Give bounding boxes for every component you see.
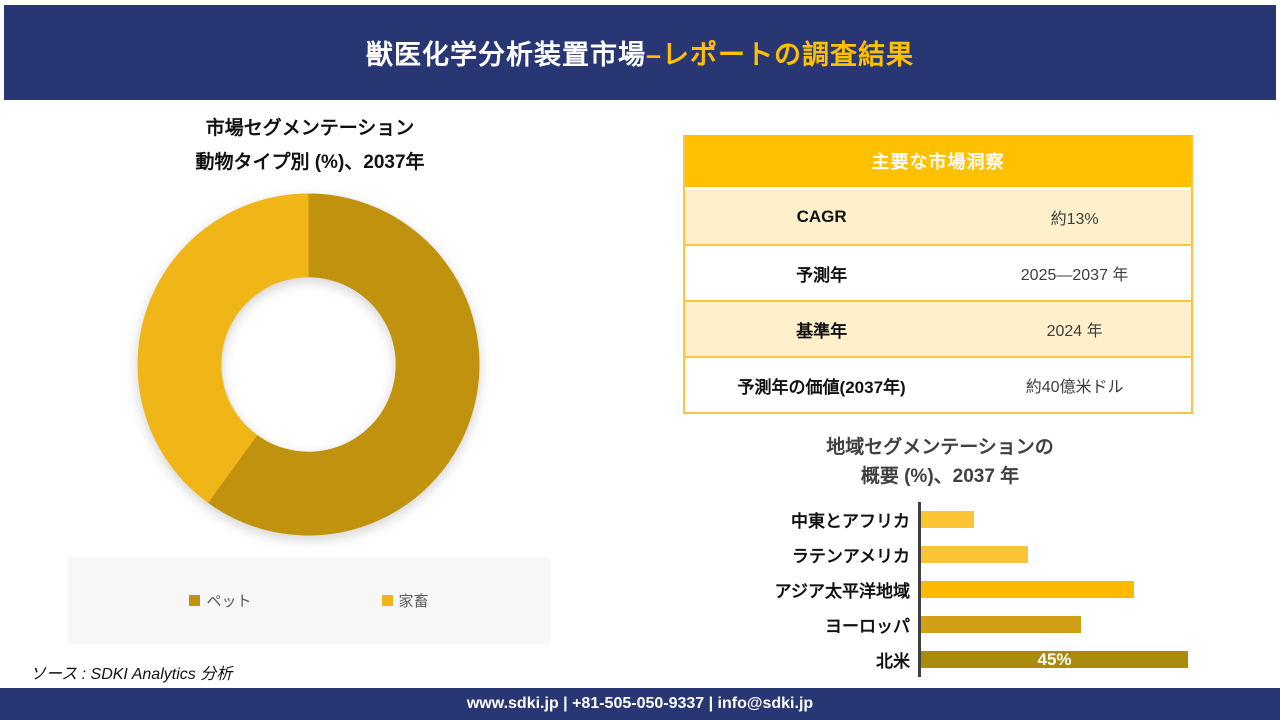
donut-legend: ペット 家畜 [68,557,550,644]
bar-row-中東とアフリカ: 中東とアフリカ [690,502,1250,537]
page-title-accent: –レポートの調査結果 [645,40,915,70]
bar-track [918,607,1250,642]
table-row-value: 2025—2037 年 [1020,267,1129,284]
header-banner: 獣医化学分析装置市場–レポートの調査結果 [4,5,1276,100]
bar-ヨーロッパ [921,616,1081,633]
bar-category-label: アジア太平洋地域 [774,582,910,601]
footer-contact-text: www.sdki.jp | +81-505-050-9337 | info@sd… [466,695,814,712]
legend-label: 家畜 [398,593,429,610]
table-row-value: 約40億米ドル [1025,379,1124,396]
bar-track [918,537,1250,572]
bar-row-ヨーロッパ: ヨーロッパ [690,607,1250,642]
bar-row-アジア太平洋地域: アジア太平洋地域 [690,572,1250,607]
bar-中東とアフリカ [921,511,974,528]
bar-category-label: ヨーロッパ [825,617,910,636]
table-row: 予測年 2025—2037 年 [685,244,1191,300]
bar-row-北米: 北米 45% [690,642,1250,677]
table-row-label: 予測年 [796,265,848,285]
bar-track [918,572,1250,607]
legend-item-ペット: ペット [189,590,252,611]
table-row-label: CAGR [796,207,847,226]
table-row-value: 2024 年 [1046,323,1103,340]
insights-table: 主要な市場洞察 CAGR 約13% 予測年 2025—2037 年基準年 2024 年予… [683,135,1193,414]
donut-chart-title-line1: 市場セグメンテーション [205,118,415,139]
donut-chart-title-line2: 動物タイプ別 (%)、2037年 [195,152,425,173]
bar-track [918,502,1250,537]
insights-table-header: 主要な市場洞察 [685,135,1191,187]
bar-北米: 45% [921,649,1188,669]
table-row: 予測年の価値(2037年) 約40億米ドル [685,356,1191,412]
donut-chart-title: 市場セグメンテーション 動物タイプ別 (%)、2037年 [110,112,510,180]
table-row: 基準年 2024 年 [685,300,1191,356]
bar-chart-title-line2: 概要 (%)、2037 年 [860,466,1020,487]
table-row: CAGR 約13% [685,187,1191,244]
legend-swatch-icon [381,595,393,606]
donut-slice-家畜 [137,193,309,503]
bar-data-label: 45% [1037,649,1072,669]
bar-row-ラテンアメリカ: ラテンアメリカ [690,537,1250,572]
bar-chart: 中東とアフリカ ラテンアメリカアジア太平洋地域ヨーロッパ北米 45% [690,502,1250,677]
bar-category-label: ラテンアメリカ [791,547,910,566]
insights-table-body: CAGR 約13% 予測年 2025—2037 年基準年 2024 年予測年の価値(20… [685,187,1191,412]
bar-アジア太平洋地域 [921,581,1134,598]
bar-category-label: 北米 [876,652,910,671]
table-row-value: 約13% [1050,211,1099,228]
legend-item-家畜: 家畜 [381,590,429,611]
donut-slice-ペット [207,193,480,536]
table-row-label: 予測年の価値(2037年) [737,377,906,397]
bar-chart-title-line1: 地域セグメンテーションの [826,437,1054,458]
source-note: ソース : SDKI Analytics 分析 [30,666,233,683]
page-title: 獣医化学分析装置市場–レポートの調査結果 [366,33,914,72]
bar-category-label: 中東とアフリカ [791,512,910,531]
page-title-main: 獣医化学分析装置市場 [365,40,646,70]
bar-track: 45% [918,642,1250,677]
legend-swatch-icon [189,595,201,606]
table-row-label: 基準年 [796,321,848,341]
bar-chart-title: 地域セグメンテーションの 概要 (%)、2037 年 [690,433,1190,491]
legend-label: ペット [206,593,252,610]
footer-bar: www.sdki.jp | +81-505-050-9337 | info@sd… [0,688,1280,720]
donut-chart [137,193,480,536]
bar-ラテンアメリカ [921,546,1028,563]
